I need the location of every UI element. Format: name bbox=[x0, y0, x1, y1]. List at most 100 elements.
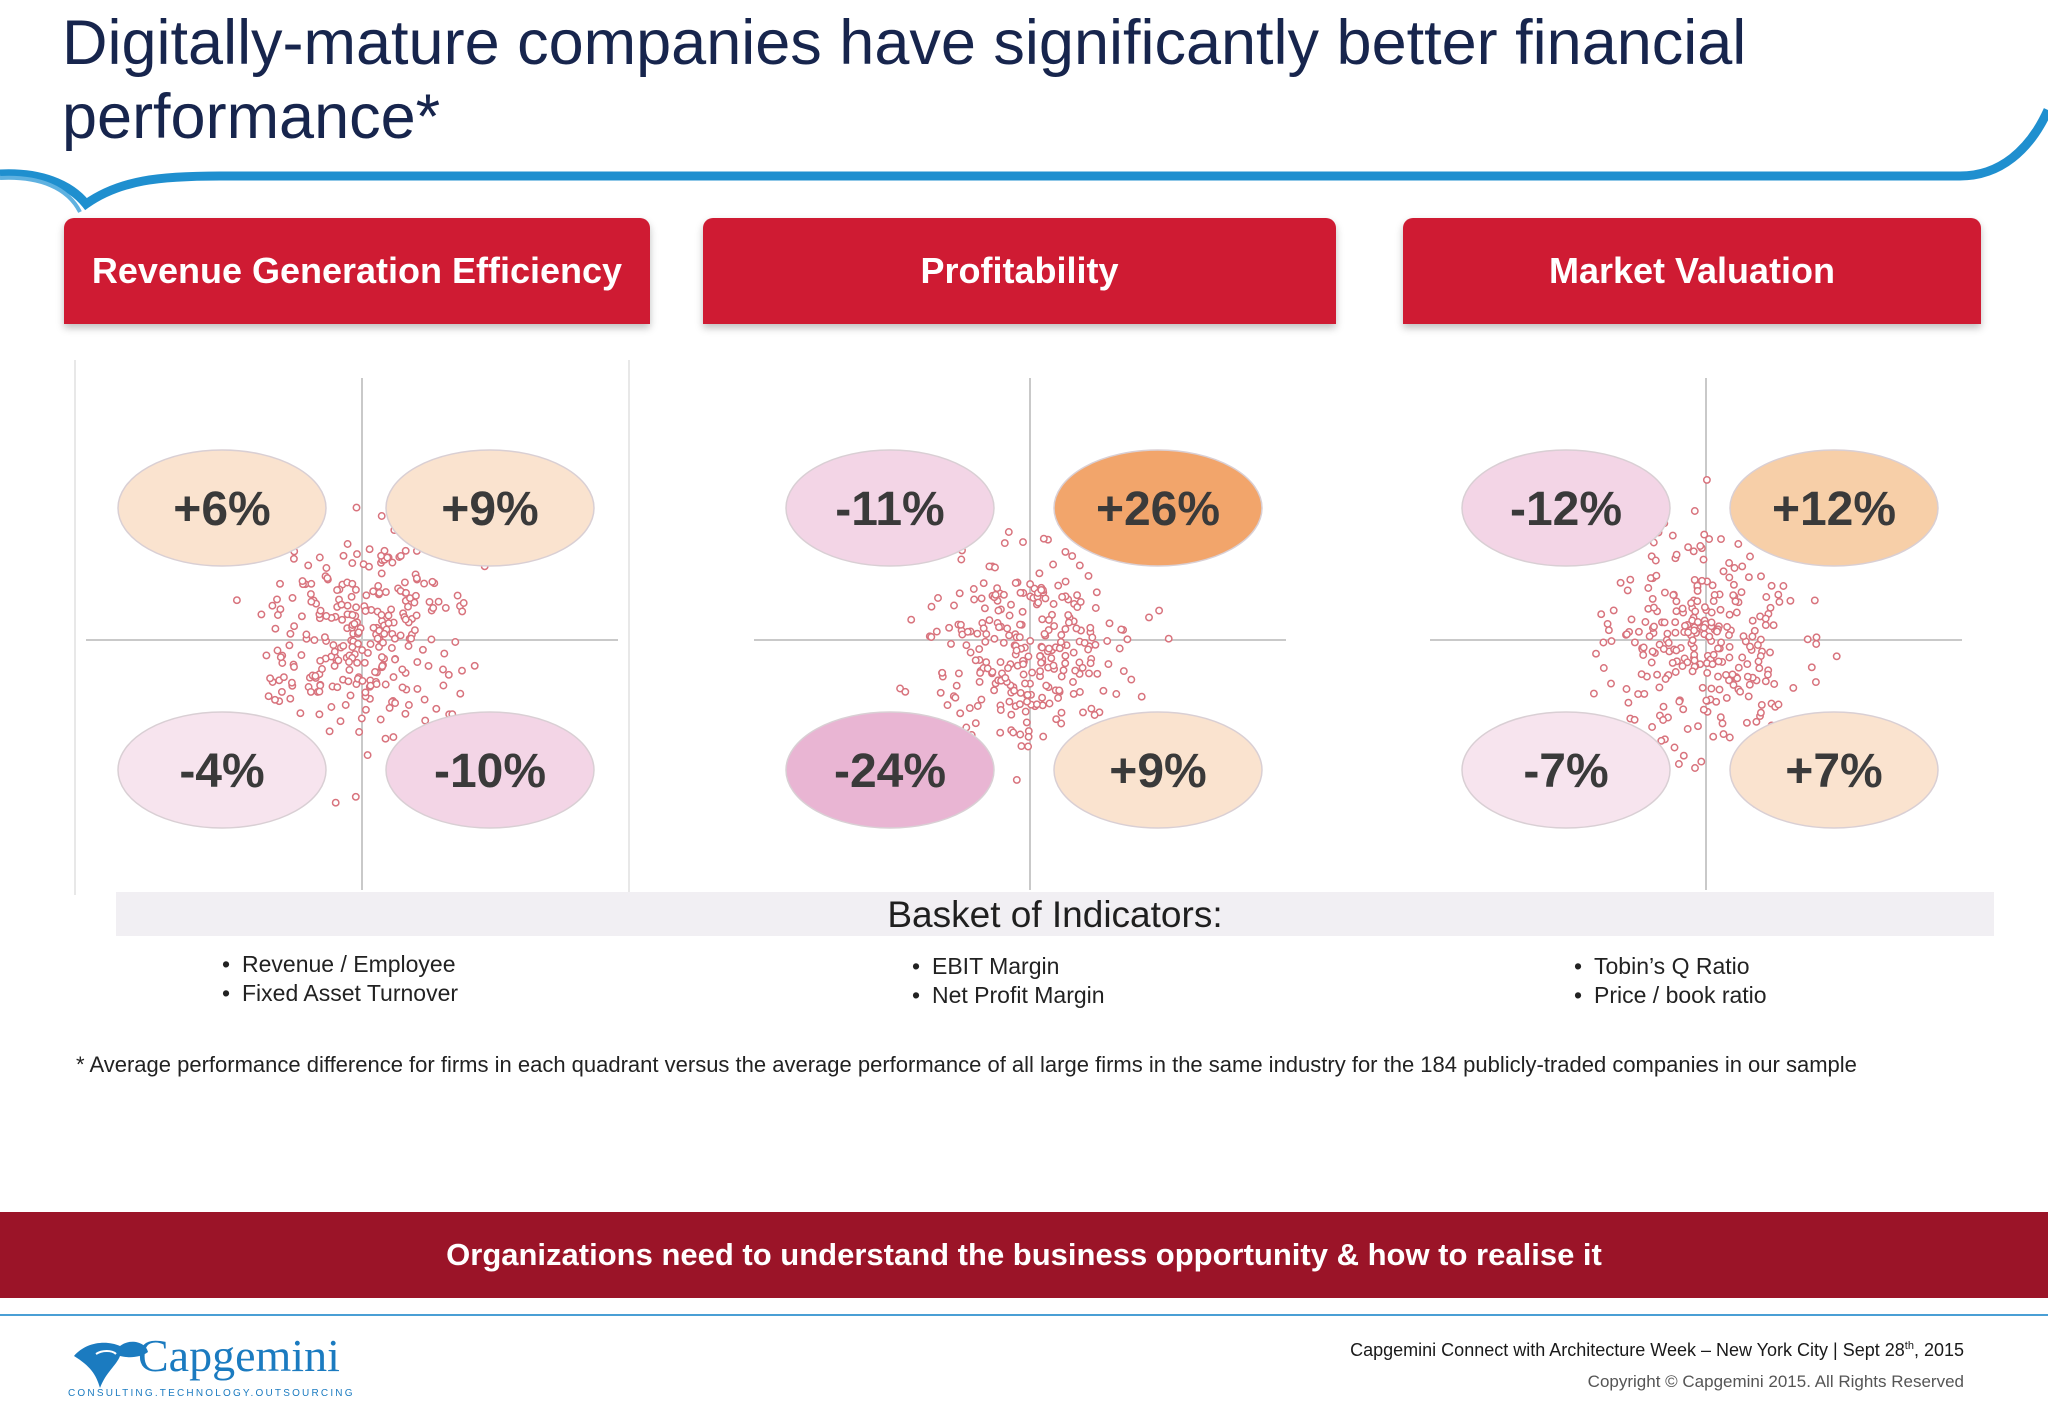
scatter-point bbox=[1054, 581, 1063, 590]
scatter-point bbox=[1738, 653, 1747, 662]
scatter-point bbox=[1709, 650, 1718, 659]
quadrant-bubble bbox=[785, 449, 995, 567]
scatter-point bbox=[1803, 635, 1812, 644]
scatter-point bbox=[1763, 670, 1772, 679]
scatter-point bbox=[285, 641, 294, 650]
scatter-point bbox=[1604, 626, 1613, 635]
scatter-point bbox=[1072, 624, 1081, 633]
scatter-point bbox=[432, 704, 441, 713]
scatter-point bbox=[1660, 618, 1669, 627]
scatter-point bbox=[1668, 531, 1677, 540]
scatter-point bbox=[1057, 672, 1066, 681]
scatter-point bbox=[1000, 539, 1009, 548]
scatter-point bbox=[1723, 622, 1732, 631]
scatter-point bbox=[1700, 530, 1709, 539]
scatter-point bbox=[973, 702, 982, 710]
scatter-point bbox=[1099, 686, 1108, 695]
scatter-point bbox=[1079, 708, 1087, 717]
bubble-top-left: +6% bbox=[117, 449, 327, 567]
quadrant-bubble bbox=[1461, 711, 1671, 829]
scatter-point bbox=[1709, 597, 1718, 606]
scatter-point bbox=[1736, 687, 1745, 696]
scatter-point bbox=[1039, 732, 1048, 741]
scatter-point bbox=[1812, 640, 1821, 648]
scatter-point bbox=[1684, 628, 1693, 637]
scatter-point bbox=[315, 710, 324, 719]
bubble-top-right: +26% bbox=[1053, 449, 1263, 567]
scatter-point bbox=[1729, 680, 1738, 689]
scatter-point bbox=[1755, 664, 1764, 673]
scatter-point bbox=[1090, 711, 1099, 719]
scatter-point bbox=[1084, 571, 1093, 580]
scatter-point bbox=[1725, 653, 1734, 662]
scatter-point bbox=[276, 605, 285, 614]
scatter-point bbox=[1761, 614, 1770, 623]
scatter-point bbox=[950, 601, 958, 610]
scatter-point bbox=[1599, 638, 1608, 647]
quadrant-value-label: +6% bbox=[173, 483, 270, 536]
scatter-point bbox=[975, 677, 984, 686]
scatter-point bbox=[439, 665, 447, 674]
scatter-point bbox=[1015, 633, 1024, 642]
scatter-point bbox=[1069, 678, 1077, 686]
scatter-point bbox=[1626, 575, 1635, 584]
scatter-plot-market-valuation: -12% +12% -7% +7% bbox=[1430, 378, 1962, 890]
scatter-point bbox=[1671, 618, 1680, 627]
scatter-point bbox=[1660, 588, 1669, 597]
scatter-point bbox=[1725, 610, 1734, 619]
scatter-point bbox=[1668, 658, 1677, 667]
scatter-point bbox=[400, 578, 409, 587]
scatter-point bbox=[1037, 586, 1046, 594]
scatter-point bbox=[1734, 540, 1743, 548]
scatter-point bbox=[1054, 694, 1063, 702]
scatter-point bbox=[985, 616, 994, 625]
scatter-point bbox=[1699, 555, 1708, 564]
indicator-list-revenue: Revenue / Employee Fixed Asset Turnover bbox=[222, 950, 458, 1008]
scatter-point bbox=[407, 634, 416, 643]
scatter-point bbox=[381, 680, 390, 689]
quadrant-value-label: -12% bbox=[1510, 483, 1622, 536]
scatter-point bbox=[1024, 652, 1033, 661]
scatter-point bbox=[1005, 611, 1014, 620]
scatter-point bbox=[1732, 608, 1741, 617]
scatter-point bbox=[298, 577, 307, 586]
scatter-point bbox=[975, 645, 984, 654]
scatter-point bbox=[947, 639, 955, 648]
scatter-point bbox=[345, 658, 353, 666]
scatter-point bbox=[1688, 667, 1697, 676]
scatter-point bbox=[1055, 686, 1064, 695]
scatter-point bbox=[971, 656, 980, 665]
scatter-point bbox=[333, 683, 342, 692]
scatter-point bbox=[965, 704, 974, 713]
scatter-point bbox=[458, 666, 466, 675]
scatter-point bbox=[1061, 651, 1070, 660]
scatter-point bbox=[329, 641, 338, 650]
scatter-point bbox=[1725, 559, 1734, 567]
scatter-point bbox=[1057, 631, 1066, 639]
scatter-point bbox=[1049, 600, 1058, 608]
scatter-point bbox=[1739, 632, 1748, 641]
capgemini-logo-icon bbox=[74, 1341, 148, 1388]
conclusion-banner: Organizations need to understand the bus… bbox=[0, 1212, 2048, 1298]
divider bbox=[0, 1314, 2048, 1316]
scatter-point bbox=[1092, 588, 1101, 597]
scatter-point bbox=[398, 665, 407, 674]
scatter-point bbox=[337, 600, 346, 609]
scatter-point bbox=[1762, 593, 1771, 601]
scatter-point bbox=[1655, 683, 1664, 692]
scatter-point bbox=[1622, 630, 1631, 639]
scatter-point bbox=[1746, 642, 1754, 651]
scatter-point bbox=[232, 596, 241, 605]
bubble-bottom-right: +7% bbox=[1729, 711, 1939, 829]
scatter-point bbox=[429, 604, 438, 612]
scatter-point bbox=[1652, 571, 1661, 580]
scatter-point bbox=[384, 619, 393, 628]
scatter-point bbox=[1049, 560, 1058, 569]
scatter-point bbox=[325, 727, 334, 736]
scatter-point bbox=[418, 645, 427, 654]
scatter-point bbox=[354, 639, 362, 648]
scatter-point bbox=[1679, 751, 1688, 760]
scatter-point bbox=[412, 574, 421, 583]
scatter-point bbox=[1059, 666, 1068, 675]
scatter-point bbox=[453, 591, 462, 600]
